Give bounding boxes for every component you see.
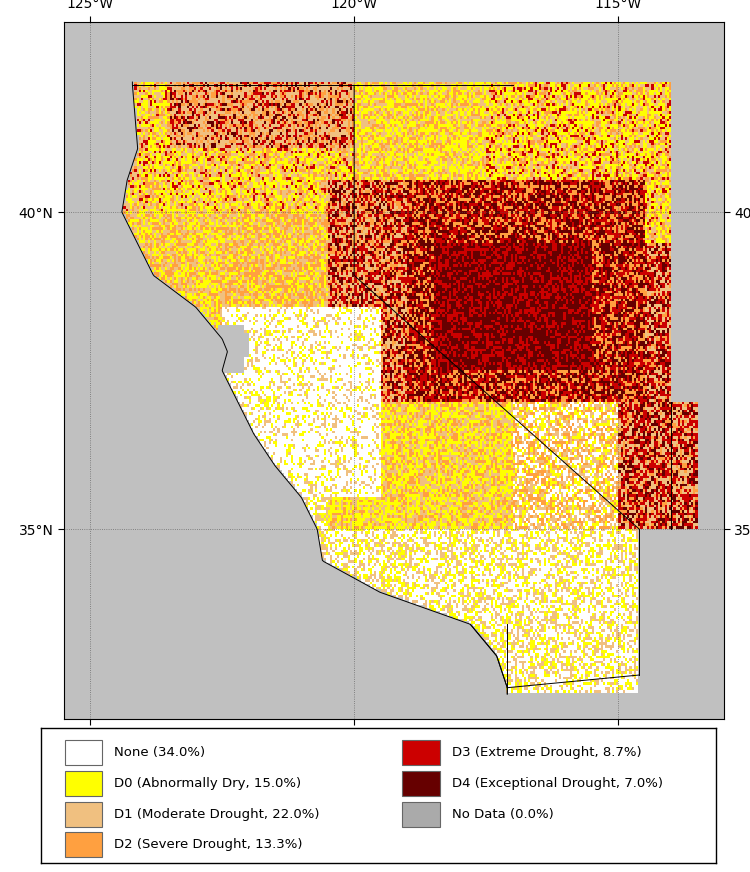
Text: None (34.0%): None (34.0%) [114,746,206,759]
Bar [64,802,102,827]
Text: D1 (Moderate Drought, 22.0%): D1 (Moderate Drought, 22.0%) [114,808,320,821]
Bar [64,832,102,856]
Bar [402,740,439,765]
Text: D0 (Abnormally Dry, 15.0%): D0 (Abnormally Dry, 15.0%) [114,777,302,790]
Text: No Data (0.0%): No Data (0.0%) [452,808,554,821]
Bar [64,740,102,765]
Text: D2 (Severe Drought, 13.3%): D2 (Severe Drought, 13.3%) [114,838,303,851]
Bar [64,772,102,795]
Bar [402,802,439,827]
Text: D4 (Exceptional Drought, 7.0%): D4 (Exceptional Drought, 7.0%) [452,777,663,790]
Text: D3 (Extreme Drought, 8.7%): D3 (Extreme Drought, 8.7%) [452,746,641,759]
Bar [402,772,439,795]
